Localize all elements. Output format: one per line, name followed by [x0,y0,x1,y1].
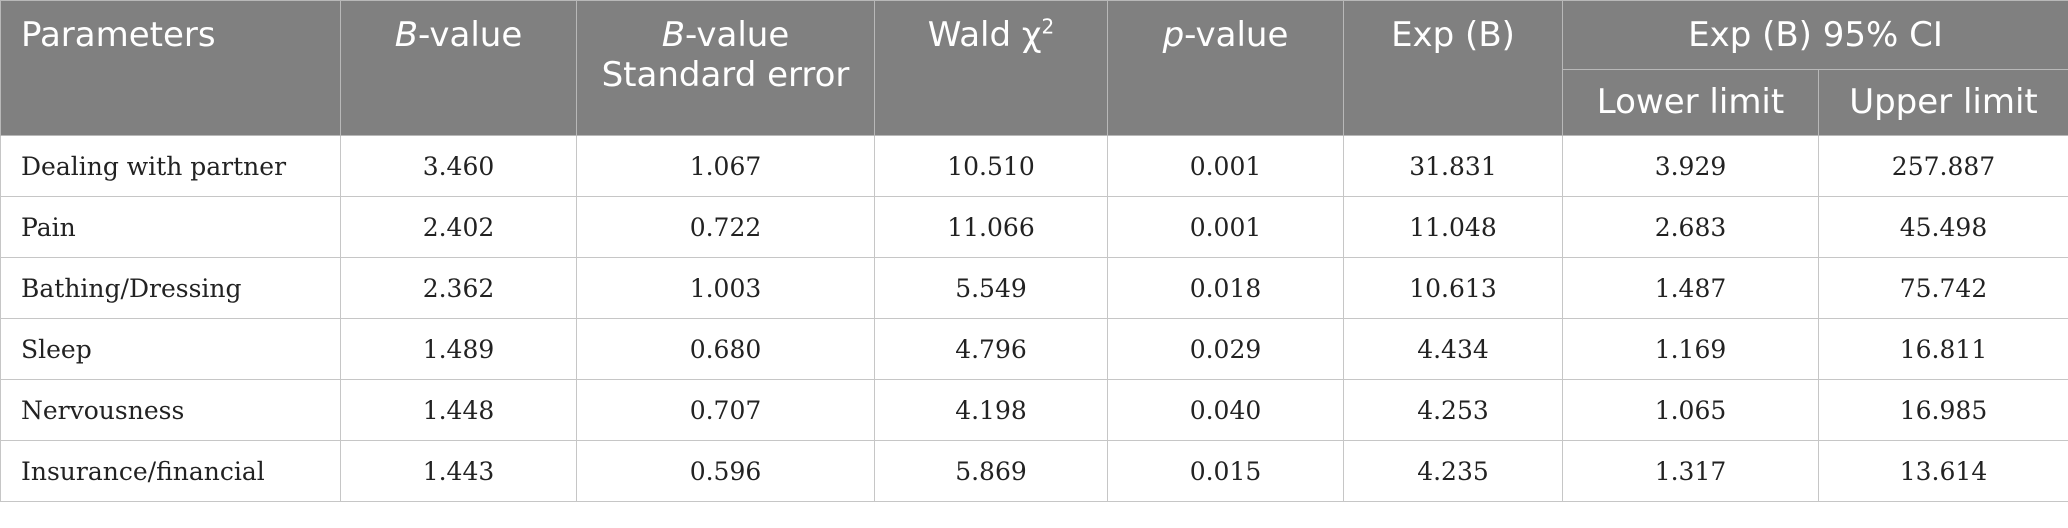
cell-se: 0.707 [576,379,875,441]
header-exp-b: Exp (B) [1343,0,1563,136]
cell-b: 2.362 [340,257,577,319]
header-b-value-rest: -value [418,15,523,55]
cell-exp: 4.253 [1343,379,1563,441]
table-body: Dealing with partner 3.460 1.067 10.510 … [0,135,2068,502]
cell-se: 1.003 [576,257,875,319]
header-b-se: B-value Standard error [576,0,875,136]
table-row: Insurance/financial 1.443 0.596 5.869 0.… [0,440,2068,502]
cell-b: 1.489 [340,318,577,380]
cell-p: 0.029 [1107,318,1344,380]
header-p-value: p-value [1107,0,1344,136]
header-parameters: Parameters [0,0,341,136]
cell-exp: 4.434 [1343,318,1563,380]
table-container: Parameters B-value B-value Standard error… [0,0,2068,502]
table-row: Dealing with partner 3.460 1.067 10.510 … [0,135,2068,197]
cell-exp: 31.831 [1343,135,1563,197]
cell-parameter: Bathing/Dressing [0,257,341,319]
header-upper-limit: Upper limit [1818,69,2068,136]
cell-wald: 5.549 [874,257,1108,319]
cell-parameter: Insurance/financial [0,440,341,502]
header-b-se-line2: Standard error [601,55,850,95]
cell-lower: 1.487 [1562,257,1819,319]
header-b-value-italic: B [394,15,419,55]
cell-lower: 1.317 [1562,440,1819,502]
cell-p: 0.001 [1107,196,1344,258]
cell-b: 2.402 [340,196,577,258]
cell-parameter: Sleep [0,318,341,380]
header-wald: Wald χ2 [874,0,1108,136]
cell-p: 0.015 [1107,440,1344,502]
cell-p: 0.001 [1107,135,1344,197]
cell-upper: 257.887 [1818,135,2068,197]
cell-b: 1.448 [340,379,577,441]
cell-parameter: Pain [0,196,341,258]
cell-se: 1.067 [576,135,875,197]
cell-upper: 16.985 [1818,379,2068,441]
cell-upper: 45.498 [1818,196,2068,258]
cell-wald: 4.198 [874,379,1108,441]
header-exp-ci: Exp (B) 95% CI [1562,0,2068,70]
cell-lower: 3.929 [1562,135,1819,197]
cell-se: 0.722 [576,196,875,258]
table-row: Pain 2.402 0.722 11.066 0.001 11.048 2.6… [0,196,2068,258]
header-wald-text: Wald χ [927,15,1042,55]
cell-b: 3.460 [340,135,577,197]
header-b-se-rest: -value [685,15,790,55]
header-b-se-italic: B [661,15,686,55]
header-wald-sup: 2 [1041,14,1055,39]
cell-lower: 2.683 [1562,196,1819,258]
cell-wald: 5.869 [874,440,1108,502]
cell-p: 0.040 [1107,379,1344,441]
cell-wald: 10.510 [874,135,1108,197]
table-header: Parameters B-value B-value Standard error… [0,0,2068,136]
cell-exp: 10.613 [1343,257,1563,319]
cell-upper: 13.614 [1818,440,2068,502]
cell-wald: 11.066 [874,196,1108,258]
table-row: Bathing/Dressing 2.362 1.003 5.549 0.018… [0,257,2068,319]
cell-parameter: Dealing with partner [0,135,341,197]
cell-upper: 16.811 [1818,318,2068,380]
cell-exp: 4.235 [1343,440,1563,502]
table-row: Sleep 1.489 0.680 4.796 0.029 4.434 1.16… [0,318,2068,380]
header-b-value: B-value [340,0,577,136]
cell-se: 0.680 [576,318,875,380]
cell-p: 0.018 [1107,257,1344,319]
cell-lower: 1.065 [1562,379,1819,441]
cell-wald: 4.796 [874,318,1108,380]
cell-lower: 1.169 [1562,318,1819,380]
cell-exp: 11.048 [1343,196,1563,258]
table-row: Nervousness 1.448 0.707 4.198 0.040 4.25… [0,379,2068,441]
cell-parameter: Nervousness [0,379,341,441]
header-lower-limit: Lower limit [1562,69,1819,136]
cell-b: 1.443 [340,440,577,502]
header-p-rest: -value [1184,15,1289,55]
header-p-italic: p [1162,15,1185,55]
cell-upper: 75.742 [1818,257,2068,319]
regression-table: Parameters B-value B-value Standard error… [0,0,2068,502]
cell-se: 0.596 [576,440,875,502]
